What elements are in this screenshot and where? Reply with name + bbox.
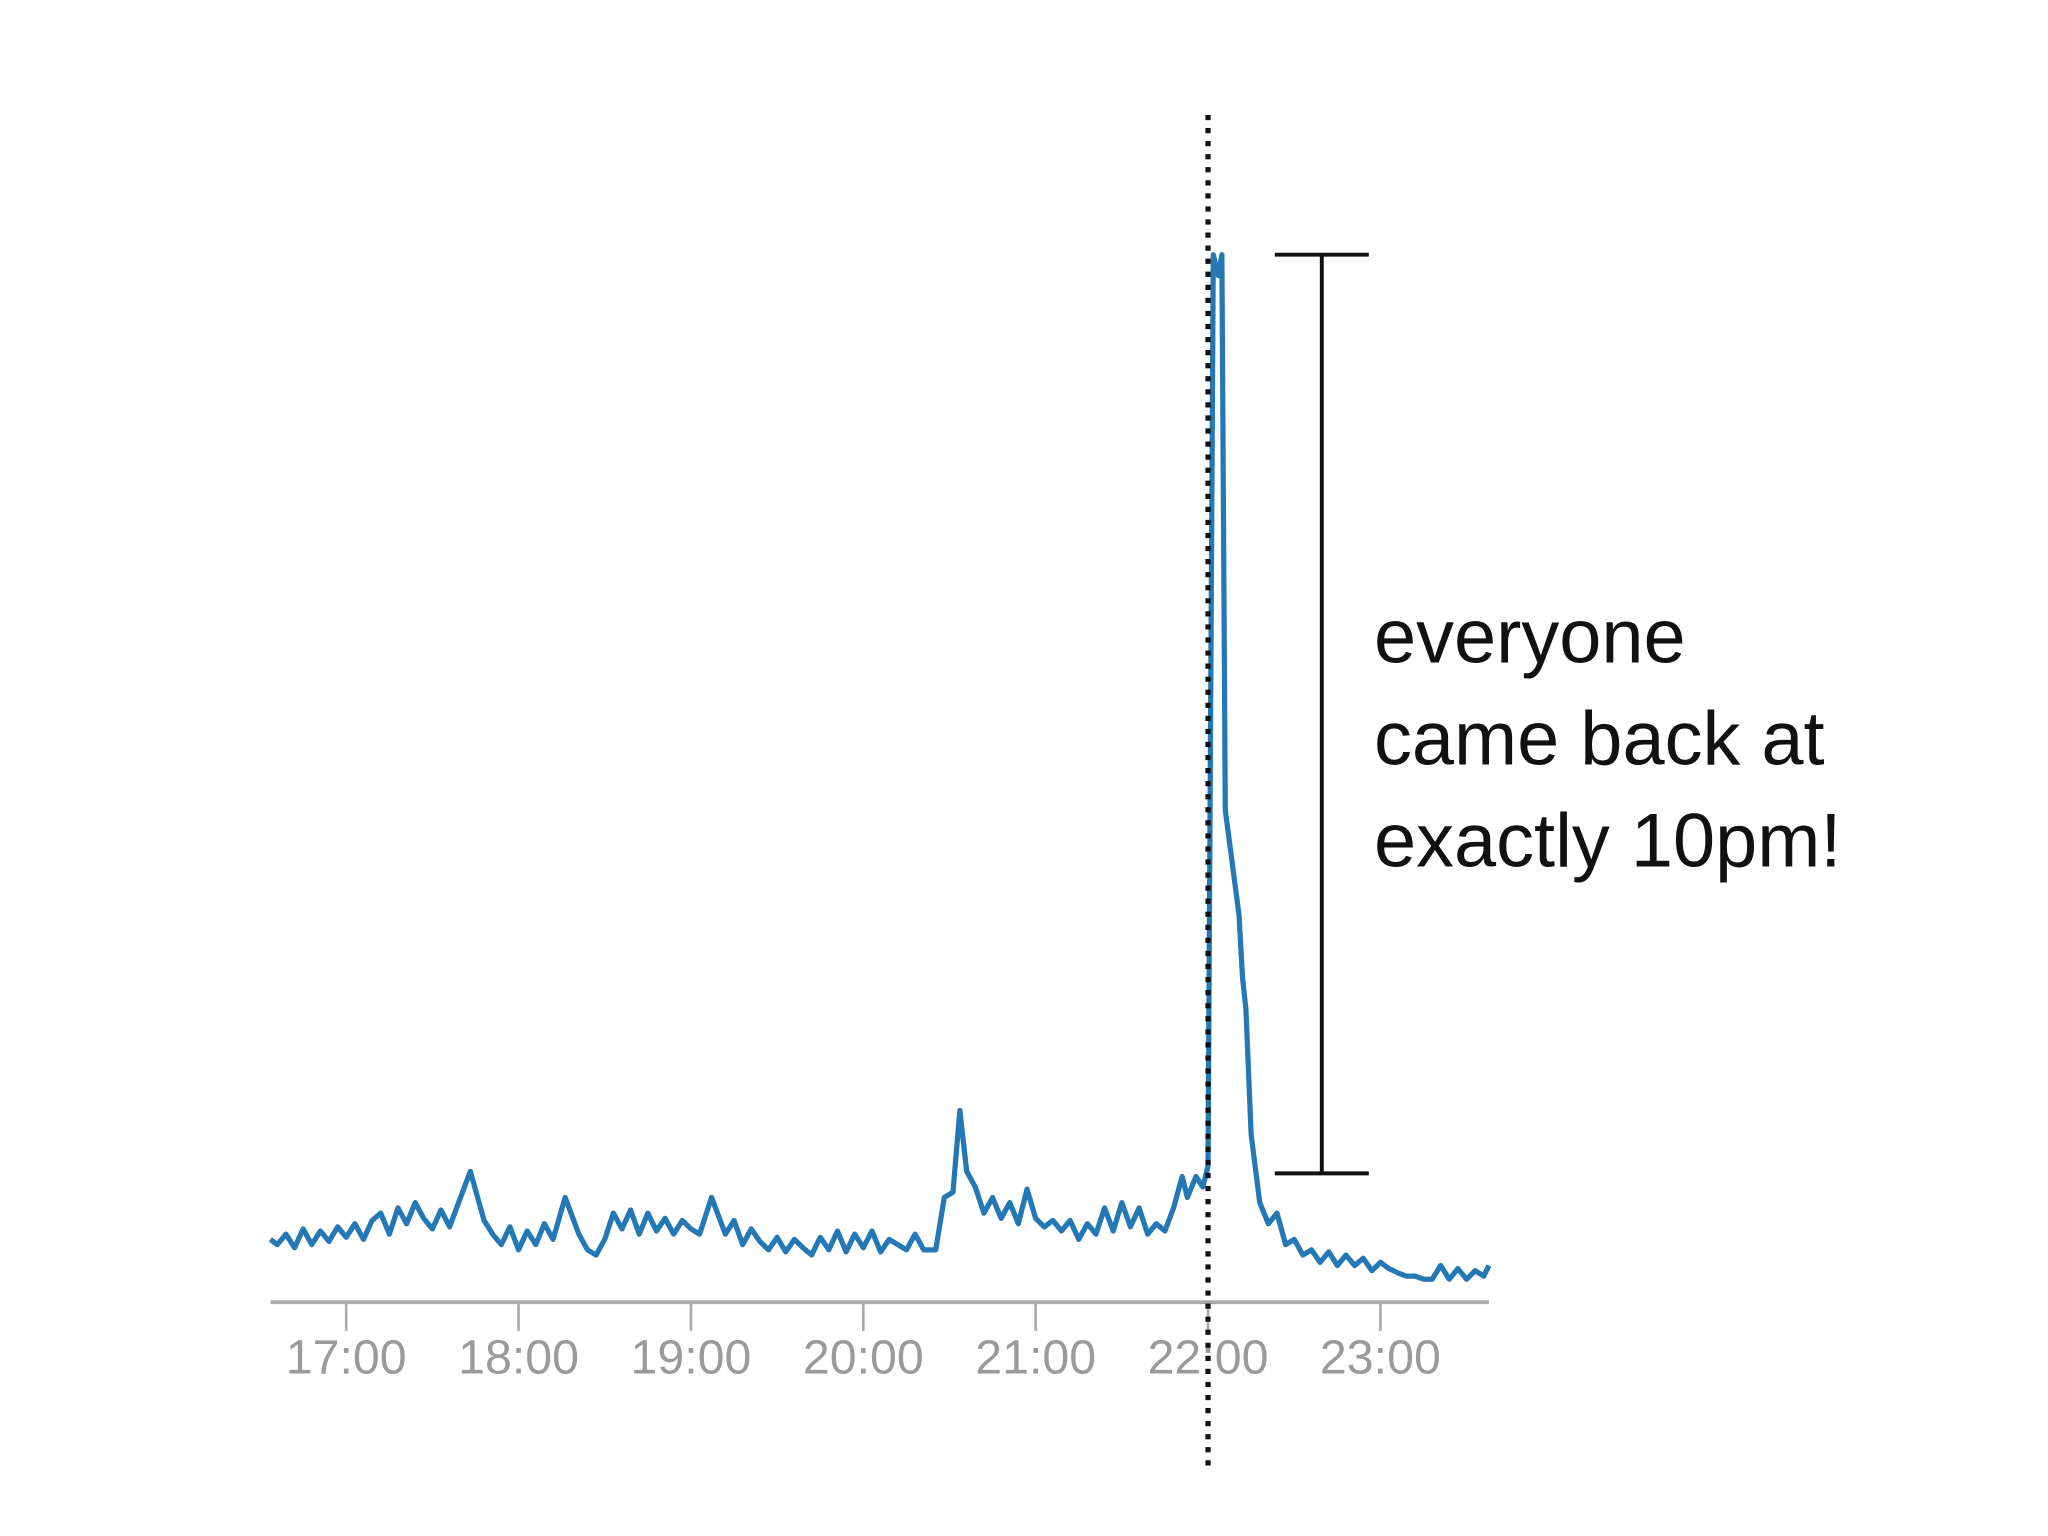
x-tick-label: 19:00	[630, 1331, 751, 1385]
annotation-text: exactly 10pm!	[1374, 798, 1841, 883]
x-tick-label: 17:00	[286, 1331, 407, 1385]
x-tick-label: 23:00	[1320, 1331, 1441, 1385]
x-tick-label: 20:00	[803, 1331, 924, 1385]
x-tick-label: 21:00	[975, 1331, 1096, 1385]
line	[268, 252, 1492, 1282]
x-tick-label: 18:00	[458, 1331, 579, 1385]
annotation-text: everyone	[1374, 595, 1686, 680]
annotation-text: came back at	[1374, 697, 1825, 782]
